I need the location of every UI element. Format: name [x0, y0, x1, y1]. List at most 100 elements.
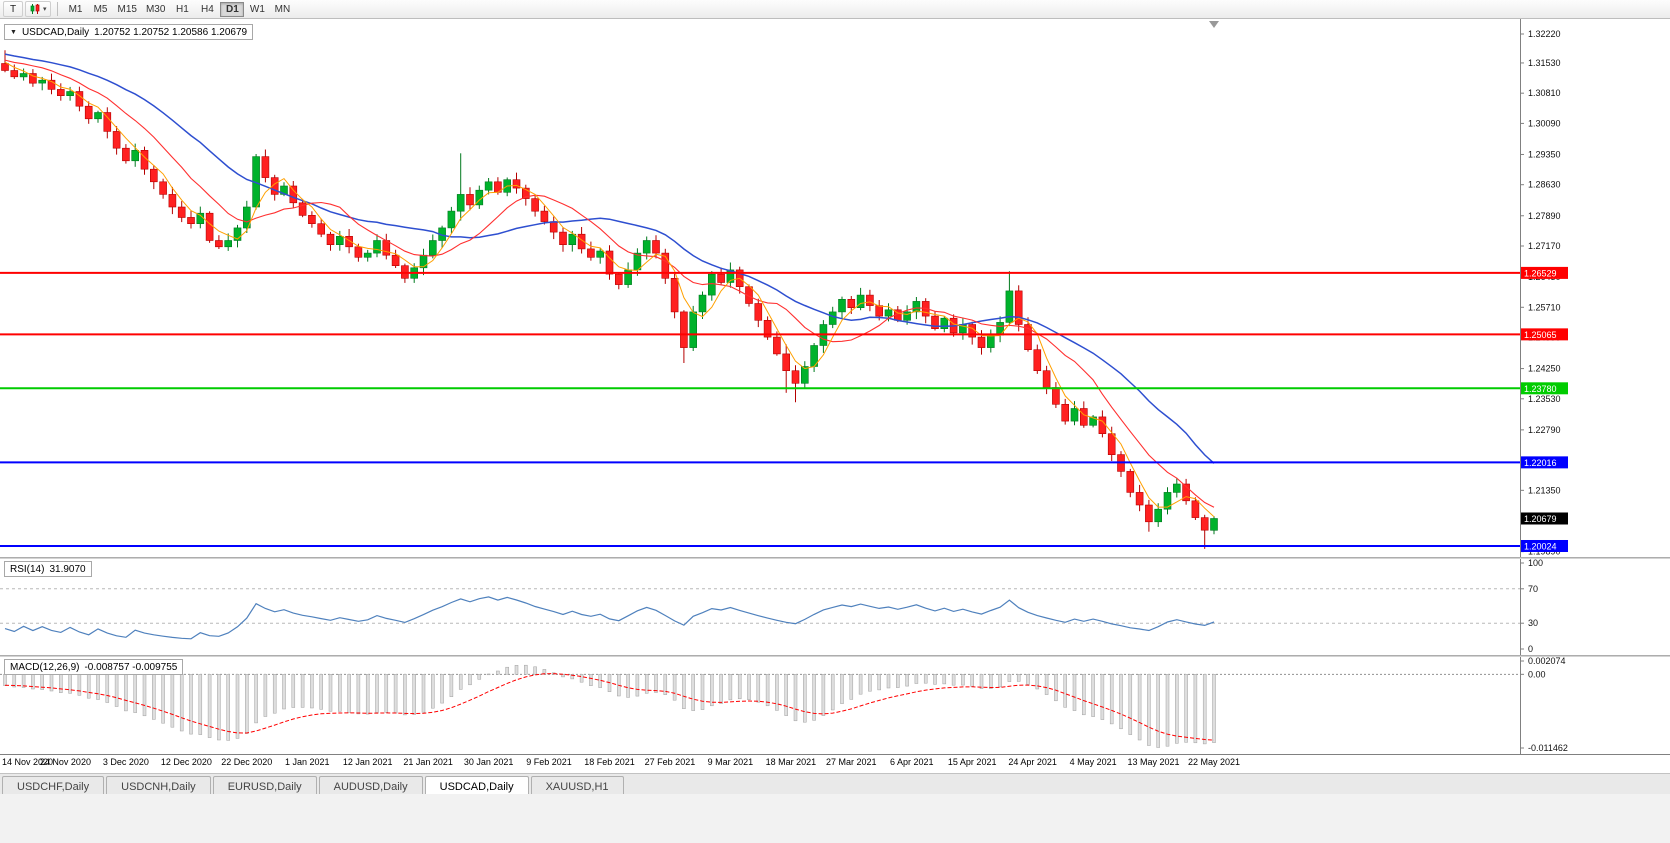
macd-histogram-bar [933, 674, 937, 685]
candle [112, 131, 121, 149]
candle [763, 319, 772, 338]
timeframe-button-m30[interactable]: M30 [142, 2, 169, 17]
candle [605, 250, 614, 275]
macd-histogram-bar [812, 674, 816, 721]
panel-splitter[interactable] [0, 557, 1670, 559]
price-axis-label: 1.21350 [1528, 485, 1561, 495]
macd-histogram-bar [356, 674, 361, 715]
hline-price-text: 1.22016 [1524, 458, 1557, 468]
macd-panel[interactable]: 0.002074 0.00 -0.011462 [0, 657, 1670, 754]
candle [168, 194, 177, 208]
timeframe-button-h4[interactable]: H4 [195, 2, 219, 17]
chart-type-button[interactable]: ▾ [25, 1, 51, 17]
price-axis-label: 1.30090 [1528, 118, 1561, 128]
timeframe-button-m1[interactable]: M1 [64, 2, 88, 17]
timeframe-button-m15[interactable]: M15 [114, 2, 141, 17]
macd-histogram-bar [319, 674, 323, 710]
chart-tab-usdchf[interactable]: USDCHF,Daily [2, 776, 105, 794]
candle [596, 250, 605, 258]
macd-histogram-bar [589, 674, 593, 686]
candle [1033, 349, 1042, 372]
macd-axis-label: 0.002074 [1528, 657, 1566, 666]
macd-histogram-bar [207, 674, 212, 738]
macd-histogram-bar [830, 674, 835, 711]
date-label: 27 Feb 2021 [644, 757, 696, 767]
price-chart-panel[interactable]: 1.32220 1.31530 1.30810 1.30090 1.29350 1.286… [0, 19, 1670, 557]
macd-histogram-bar [49, 674, 54, 692]
macd-histogram-bar [1156, 674, 1160, 748]
timeframe-button-d1[interactable]: D1 [220, 1, 245, 17]
macd-histogram-bar [1063, 674, 1067, 708]
macd-histogram-bar [1026, 674, 1030, 685]
macd-histogram-bar [672, 674, 677, 701]
macd-histogram-bar [775, 674, 779, 711]
timeframe-button-w1[interactable]: W1 [245, 2, 269, 17]
timeframe-button-mn[interactable]: MN [270, 2, 294, 17]
macd-histogram-bar [291, 674, 296, 708]
macd-histogram-bar [682, 674, 686, 709]
candle [94, 112, 102, 120]
chart-tab-audusd[interactable]: AUDUSD,Daily [318, 776, 423, 794]
current-price-text: 1.20679 [1524, 514, 1557, 524]
dropdown-arrow-icon: ▾ [43, 6, 47, 13]
macd-histogram-bar [1165, 674, 1170, 747]
candle [1052, 387, 1060, 405]
candle [986, 334, 995, 348]
chart-tab-xauusd[interactable]: XAUUSD,H1 [530, 776, 624, 794]
candle [66, 91, 74, 96]
macd-histogram-bar [68, 674, 72, 694]
candle [345, 236, 353, 248]
price-axis-label: 1.31530 [1528, 58, 1561, 68]
candle [205, 212, 214, 241]
macd-histogram-bar [365, 674, 370, 715]
macd-histogram-bar [663, 674, 668, 695]
macd-histogram-bar [793, 674, 798, 722]
chart-tab-usdcnh[interactable]: USDCNH,Daily [106, 776, 211, 794]
panel-splitter[interactable] [0, 655, 1670, 657]
date-label: 22 May 2021 [1187, 757, 1241, 767]
macd-histogram-bar [951, 674, 956, 686]
macd-histogram-bar [989, 674, 993, 689]
rsi-indicator-name: RSI(14) [10, 563, 45, 575]
collapse-arrow-icon[interactable]: ▼ [10, 28, 17, 36]
chart-tab-usdcad[interactable]: USDCAD,Daily [424, 776, 529, 794]
macd-histogram-bar [189, 674, 193, 735]
macd-histogram-bar [765, 674, 770, 707]
time-axis[interactable]: 14 Nov 2020 24 Nov 2020 3 Dec 2020 12 Dec 2… [0, 754, 1670, 770]
candle [707, 273, 716, 296]
price-axis-label: 1.29350 [1528, 149, 1561, 159]
macd-histogram-bar [458, 674, 463, 690]
date-label: 18 Feb 2021 [584, 757, 635, 767]
rsi-panel[interactable]: 100 70 30 0 [0, 559, 1670, 655]
candle [531, 198, 539, 212]
rsi-line [4, 596, 1215, 640]
rsi-svg: 100 70 30 0 [0, 559, 1543, 655]
toolbar: T ▾ M1 M5 M15 M30 H1 H4 D1 W1 MN [0, 0, 1670, 19]
chart-info-box: ▼ USDCAD,Daily 1.20752 1.20752 1.20586 1… [4, 24, 254, 40]
macd-histogram-bar [272, 674, 277, 714]
macd-histogram-bar [1091, 674, 1095, 717]
rsi-axis-label: 70 [1528, 584, 1538, 594]
chart-shift-marker[interactable] [1209, 21, 1219, 28]
candle [382, 240, 391, 256]
chart-tabs: USDCHF,Daily USDCNH,Daily EURUSD,Daily AUDU… [2, 776, 1668, 795]
macd-histogram-bar [1119, 674, 1123, 730]
macd-histogram-bar [728, 674, 733, 701]
macd-histogram-bar [431, 674, 435, 709]
pointer-tool-button[interactable]: T [3, 1, 23, 17]
chart-tab-eurusd[interactable]: EURUSD,Daily [212, 776, 317, 794]
timeframe-button-h1[interactable]: H1 [170, 2, 194, 17]
timeframe-button-m5[interactable]: M5 [89, 2, 113, 17]
date-label: 12 Dec 2020 [160, 757, 212, 767]
macd-histogram-bar [170, 674, 175, 728]
candle [1154, 508, 1162, 523]
candle [1182, 483, 1190, 502]
date-label: 27 Mar 2021 [826, 757, 877, 767]
candle [903, 311, 911, 321]
candle [1107, 433, 1116, 456]
macd-histogram-bar [1175, 674, 1179, 744]
toolbar-separator [56, 2, 58, 16]
rsi-label-box: RSI(14) 31.9070 [4, 561, 92, 577]
price-axis-label: 1.27170 [1528, 241, 1561, 251]
macd-histogram-bar [96, 674, 100, 700]
